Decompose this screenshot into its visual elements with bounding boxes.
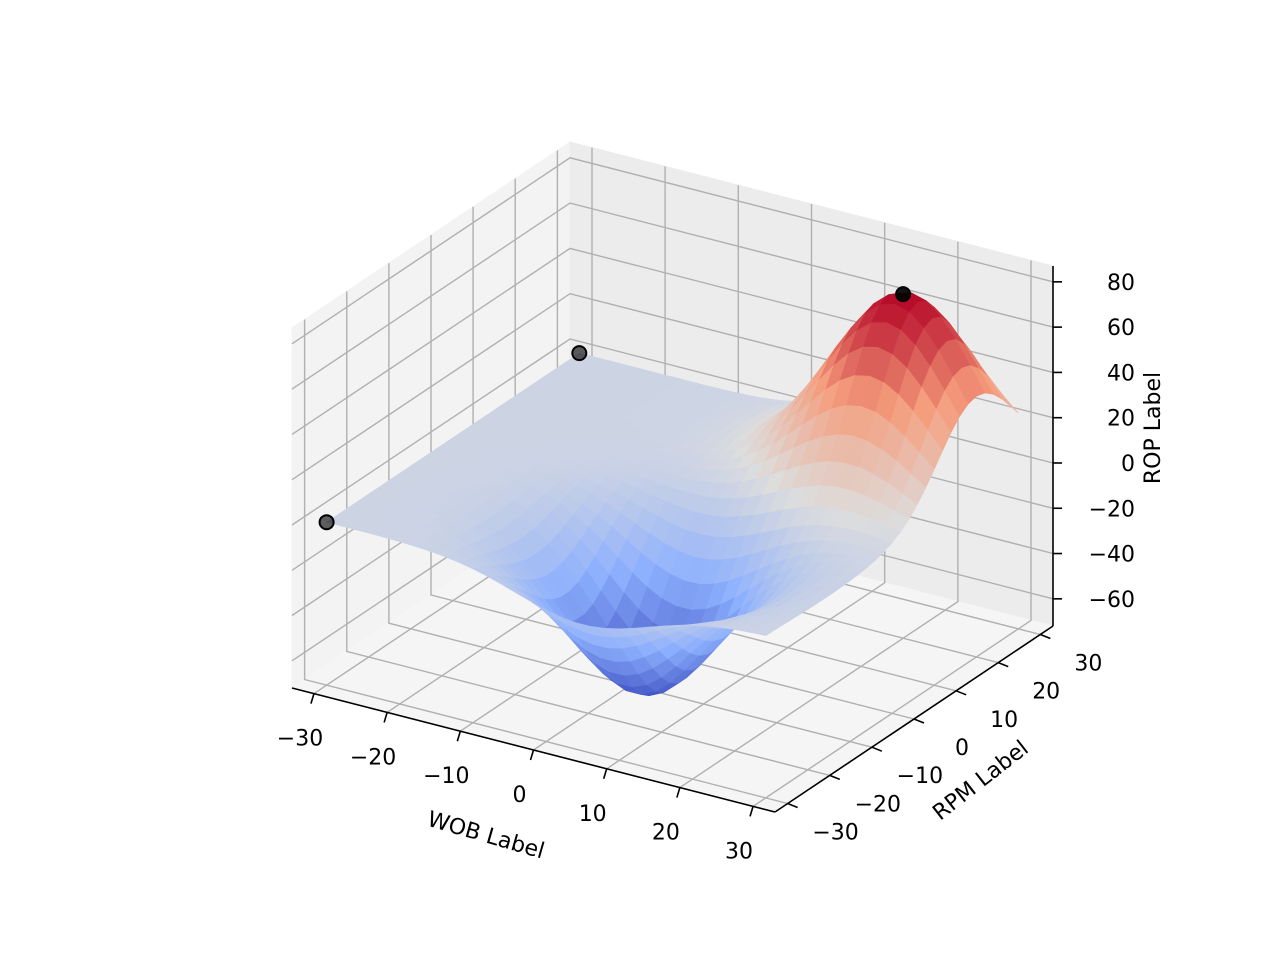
- z-tick-label: 0: [1121, 452, 1135, 477]
- x-tick: [749, 806, 754, 817]
- x-tick: [456, 730, 462, 742]
- z-gridline: [291, 157, 1054, 345]
- y-tick-label: −20: [855, 792, 901, 817]
- z-tick-label: −20: [1089, 497, 1135, 522]
- y-gridline: [303, 319, 788, 805]
- x-tick-label: 30: [725, 839, 753, 864]
- x-tick-label: 0: [513, 783, 527, 808]
- x-tick: [310, 693, 315, 704]
- z-axis-ticks: −60 −40 −20 0 20 40 60 80: [1053, 271, 1135, 613]
- x-axis-ticks: −30 −20 −10 0 10 20 30: [277, 693, 754, 864]
- z-tick-label: 20: [1107, 407, 1135, 432]
- marker-points: [318, 286, 912, 531]
- y-gridline: [346, 291, 830, 777]
- surface-mesh: [325, 292, 1019, 697]
- surface-patch: [750, 627, 775, 637]
- x-tick-label: −20: [350, 745, 396, 770]
- z-tick-label: 80: [1107, 271, 1135, 296]
- y-tick-label: 10: [990, 708, 1018, 733]
- x-tick-label: 20: [652, 821, 680, 846]
- x-tick-label: 10: [579, 802, 607, 827]
- y-tick: [955, 690, 967, 696]
- y-axis-label: RPM Label: [928, 736, 1033, 826]
- y-tick: [829, 774, 841, 781]
- y-tick-label: 0: [955, 736, 969, 761]
- data-point: [318, 514, 335, 531]
- y-gridline: [430, 235, 915, 720]
- x-gridline: [752, 260, 1032, 807]
- y-tick: [787, 802, 798, 809]
- x-tick: [602, 768, 608, 780]
- y-tick-label: −30: [812, 821, 858, 846]
- x-axis-label: WOB Label: [424, 807, 547, 864]
- y-axis-ticks: −30 −20 −10 0 10 20 30: [787, 633, 1102, 846]
- z-tick-label: 60: [1107, 316, 1135, 341]
- z-tick-label: −40: [1089, 543, 1135, 568]
- y-tick-label: −10: [897, 764, 943, 789]
- y-tick: [997, 661, 1009, 668]
- y-tick: [913, 718, 925, 724]
- y-tick: [1040, 633, 1051, 640]
- x-tick: [529, 749, 535, 761]
- x-tick-label: −30: [277, 727, 323, 752]
- y-tick-label: 20: [1032, 680, 1060, 705]
- y-tick: [871, 746, 883, 752]
- x-tick-label: −10: [423, 764, 469, 789]
- z-axis-label: ROP Label: [1141, 372, 1166, 484]
- z-gridline: [291, 202, 1054, 390]
- y-tick-label: 30: [1074, 652, 1102, 677]
- z-tick-label: −60: [1089, 588, 1135, 613]
- data-point: [571, 345, 588, 362]
- data-point: [895, 286, 912, 303]
- x-tick: [383, 712, 388, 723]
- x-tick: [676, 787, 681, 798]
- y-gridline: [388, 263, 873, 748]
- z-tick-label: 40: [1107, 361, 1135, 386]
